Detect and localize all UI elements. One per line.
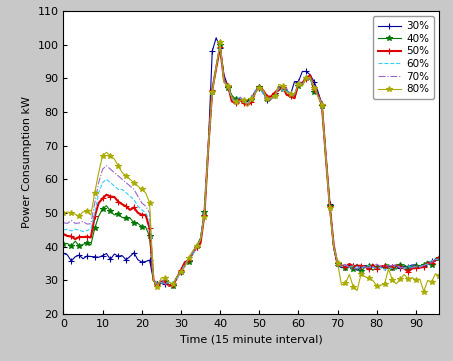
60% <box>154 282 160 286</box>
40% <box>72 239 78 243</box>
30% <box>213 36 219 40</box>
60% <box>72 227 78 231</box>
Line: 70%: 70% <box>63 45 439 286</box>
60% <box>437 257 442 261</box>
30% <box>437 257 442 261</box>
30% <box>256 86 262 90</box>
80% <box>159 275 164 280</box>
50% <box>166 284 172 288</box>
60% <box>358 266 364 270</box>
50% <box>358 264 364 268</box>
70% <box>256 84 262 88</box>
Line: 30%: 30% <box>61 35 442 288</box>
80% <box>354 288 360 292</box>
Line: 40%: 40% <box>61 42 442 288</box>
50% <box>61 232 66 236</box>
Line: 50%: 50% <box>61 44 442 289</box>
30% <box>284 88 289 92</box>
40% <box>437 256 442 260</box>
40% <box>61 242 66 246</box>
70% <box>217 43 223 47</box>
80% <box>421 290 426 294</box>
60% <box>88 227 94 231</box>
Y-axis label: Power Consumption kW: Power Consumption kW <box>22 96 32 229</box>
30% <box>61 251 66 255</box>
80% <box>72 212 78 216</box>
50% <box>159 279 164 284</box>
80% <box>253 91 258 96</box>
40% <box>159 281 164 285</box>
50% <box>284 93 289 97</box>
60% <box>163 281 168 286</box>
60% <box>217 44 223 48</box>
70% <box>72 221 78 226</box>
Legend: 30%, 40%, 50%, 60%, 70%, 80%: 30%, 40%, 50%, 60%, 70%, 80% <box>373 16 434 100</box>
30% <box>159 281 164 285</box>
60% <box>256 85 262 90</box>
70% <box>166 283 172 288</box>
70% <box>61 221 66 225</box>
70% <box>88 222 94 226</box>
60% <box>284 89 289 93</box>
30% <box>358 265 364 270</box>
70% <box>437 257 442 261</box>
80% <box>437 273 442 278</box>
80% <box>217 40 223 44</box>
80% <box>88 213 94 217</box>
80% <box>280 84 285 88</box>
40% <box>88 243 94 247</box>
50% <box>217 45 223 49</box>
50% <box>72 237 78 241</box>
70% <box>358 264 364 268</box>
40% <box>284 89 289 93</box>
X-axis label: Time (15 minute interval): Time (15 minute interval) <box>180 335 323 344</box>
40% <box>170 283 176 288</box>
40% <box>256 84 262 89</box>
80% <box>61 211 66 216</box>
30% <box>166 283 172 287</box>
40% <box>217 43 223 47</box>
Line: 60%: 60% <box>63 46 439 284</box>
40% <box>358 269 364 274</box>
30% <box>72 255 78 259</box>
30% <box>88 255 94 259</box>
50% <box>256 84 262 89</box>
70% <box>284 87 289 91</box>
50% <box>88 235 94 240</box>
60% <box>61 228 66 232</box>
70% <box>159 277 164 281</box>
50% <box>437 255 442 260</box>
Line: 80%: 80% <box>61 39 442 294</box>
